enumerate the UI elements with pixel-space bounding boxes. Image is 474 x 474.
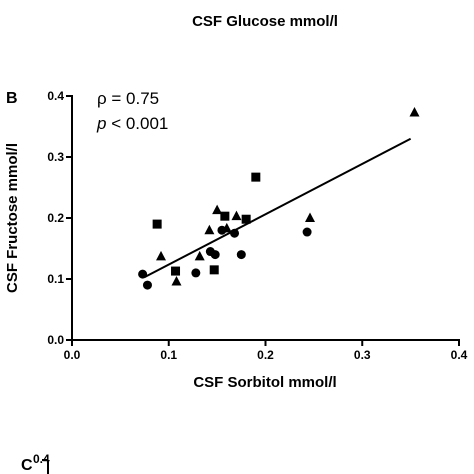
square-point bbox=[220, 211, 230, 221]
x-tick-label: 0.0 bbox=[64, 348, 81, 362]
circle-point bbox=[210, 250, 220, 260]
triangle-point bbox=[305, 212, 316, 222]
y-tick-label: 0.0 bbox=[47, 333, 64, 347]
y-tick-label: 0.4 bbox=[47, 89, 64, 103]
panel-label-c: C bbox=[21, 457, 33, 474]
p-value-text: < 0.001 bbox=[106, 114, 168, 133]
triangle-point bbox=[171, 275, 182, 286]
circle-point bbox=[302, 227, 312, 237]
square-point bbox=[152, 219, 162, 229]
p-value: p < 0.001 bbox=[96, 114, 168, 133]
y-tick-label: 0.2 bbox=[47, 211, 64, 225]
x-tick-label: 0.3 bbox=[354, 348, 371, 362]
rho-symbol: ρ bbox=[97, 89, 107, 108]
axes: 0.0 0.1 0.2 0.3 0.4 0.0 0.1 0.2 0.3 0.4 bbox=[47, 89, 467, 362]
rho-value: = 0.75 bbox=[107, 89, 159, 108]
circle-point bbox=[230, 228, 240, 238]
triangle-point bbox=[156, 250, 167, 261]
triangle-point bbox=[231, 210, 242, 221]
regression-line-group bbox=[144, 137, 412, 279]
circle-point bbox=[236, 250, 246, 260]
square-point bbox=[209, 265, 219, 275]
circle-point bbox=[138, 269, 148, 279]
triangle-point bbox=[194, 250, 205, 261]
circle-point bbox=[142, 280, 152, 290]
panel-c-first-tick: 0.4 bbox=[33, 452, 50, 466]
x-tick-label: 0.1 bbox=[160, 348, 177, 362]
triangle-point bbox=[204, 224, 215, 235]
x-tick-label: 0.2 bbox=[257, 348, 274, 362]
previous-panel-xaxis-title: CSF Glucose mmol/l bbox=[192, 13, 338, 30]
square-point bbox=[241, 214, 251, 224]
y-tick-label: 0.3 bbox=[47, 150, 64, 164]
x-tick-label: 0.4 bbox=[451, 348, 468, 362]
y-axis-title: CSF Fructose mmol/l bbox=[4, 143, 21, 293]
correlation-rho: ρ = 0.75 bbox=[97, 89, 159, 108]
square-point bbox=[171, 266, 181, 276]
triangle-point bbox=[409, 106, 420, 117]
x-axis-title: CSF Sorbitol mmol/l bbox=[193, 374, 336, 391]
triangle-point bbox=[221, 222, 232, 233]
panel-label-b: B bbox=[6, 90, 18, 107]
circle-point bbox=[191, 268, 201, 278]
triangle-point bbox=[212, 204, 223, 215]
regression-line bbox=[144, 137, 412, 279]
data-markers bbox=[138, 106, 420, 290]
square-point bbox=[251, 172, 261, 182]
p-symbol: p bbox=[96, 114, 106, 133]
y-tick-label: 0.1 bbox=[47, 272, 64, 286]
